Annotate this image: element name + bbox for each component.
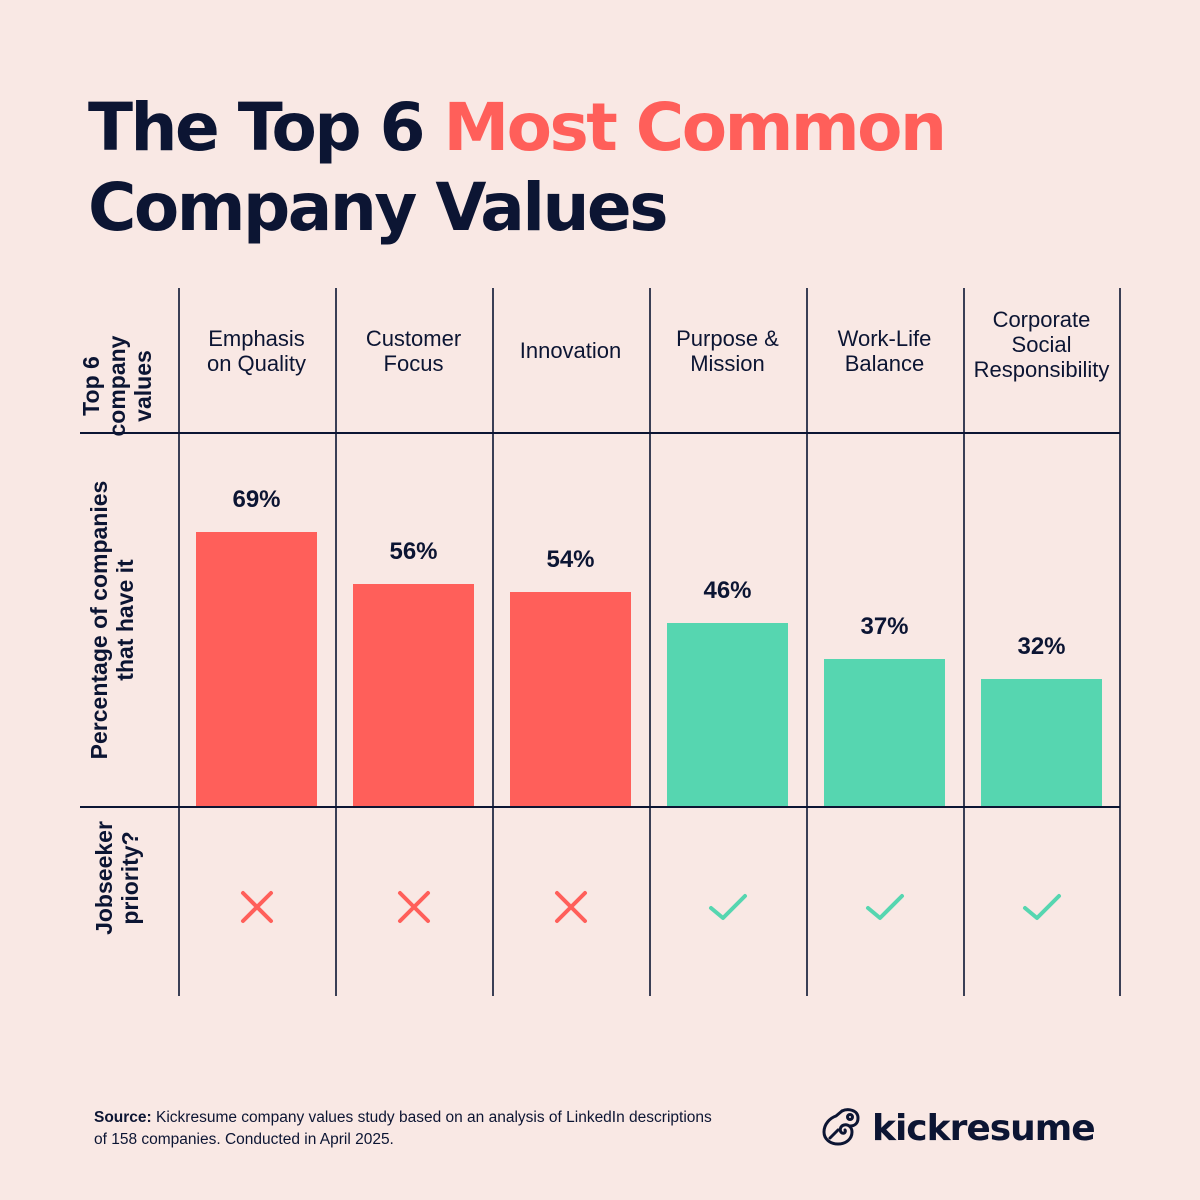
grid-line [1119, 288, 1121, 996]
row-label-line: that have it [112, 559, 138, 681]
header-line: Balance [844, 350, 925, 376]
row-label-line: values [130, 350, 156, 422]
check-icon [1021, 886, 1061, 926]
header-line: Work-Life [837, 325, 932, 351]
source-label: Source: [94, 1109, 152, 1126]
bar-value-label: 37% [860, 613, 909, 640]
row-label-line: Jobseeker [91, 821, 117, 935]
title-accent: Most Common [443, 89, 946, 166]
header-line: Responsibility [973, 357, 1110, 382]
column-header: Work-Life Balance [806, 288, 963, 433]
row-label-values: Top 6 company values [78, 321, 156, 451]
grid-line [806, 288, 808, 996]
row-label-priority: Jobseeker priority? [91, 813, 143, 943]
chameleon-icon [820, 1104, 864, 1153]
title-part2: Company Values [88, 169, 668, 246]
header-line: Social [1011, 332, 1072, 357]
bar-value-label: 46% [703, 577, 752, 604]
bar [981, 679, 1102, 807]
bar [196, 532, 317, 807]
bar-value-label: 56% [389, 538, 438, 565]
grid-line [963, 288, 965, 996]
bar [510, 592, 631, 807]
bar-value-label: 32% [1017, 633, 1066, 660]
grid-line [649, 288, 651, 996]
column-header: Corporate Social Responsibility [963, 288, 1120, 433]
grid-line [178, 288, 180, 996]
column-header: Innovation [492, 288, 649, 433]
header-line: Emphasis [208, 325, 305, 351]
bar [353, 584, 474, 807]
header-line: Innovation [519, 338, 622, 363]
column-header: Purpose & Mission [649, 288, 806, 433]
row-label-line: Top 6 [78, 356, 104, 416]
cross-icon [236, 886, 276, 926]
grid-line [492, 288, 494, 996]
page-title: The Top 6 Most Common Company Values [88, 88, 947, 248]
row-label-line: Percentage of companies [86, 480, 112, 760]
header-line: Purpose & [676, 325, 779, 351]
brand-logo: kickresume [820, 1104, 1096, 1153]
check-icon [707, 886, 747, 926]
bar [824, 659, 945, 807]
bar-value-label: 54% [546, 546, 595, 573]
row-label-percentage: Percentage of companies that have it [86, 470, 138, 770]
bar-value-label: 69% [232, 486, 281, 513]
title-part1: The Top 6 [88, 89, 444, 166]
header-line: Corporate [992, 307, 1091, 332]
column-header: Emphasis on Quality [178, 288, 335, 433]
source-text: Kickresume company values study based on… [94, 1109, 712, 1148]
brand-name: kickresume [872, 1108, 1096, 1149]
cross-icon [550, 886, 590, 926]
header-line: Customer [365, 325, 462, 351]
row-label-line: company [104, 335, 130, 437]
check-icon [864, 886, 904, 926]
header-line: Focus [383, 350, 444, 376]
header-line: Mission [690, 350, 765, 376]
grid-line [335, 288, 337, 996]
source-note: Source: Kickresume company values study … [94, 1107, 714, 1151]
header-line: on Quality [206, 350, 307, 376]
baseline [80, 806, 1120, 808]
cross-icon [393, 886, 433, 926]
grid-line [80, 432, 1120, 434]
row-label-line: priority? [117, 831, 143, 925]
bar [667, 623, 788, 807]
column-header: Customer Focus [335, 288, 492, 433]
